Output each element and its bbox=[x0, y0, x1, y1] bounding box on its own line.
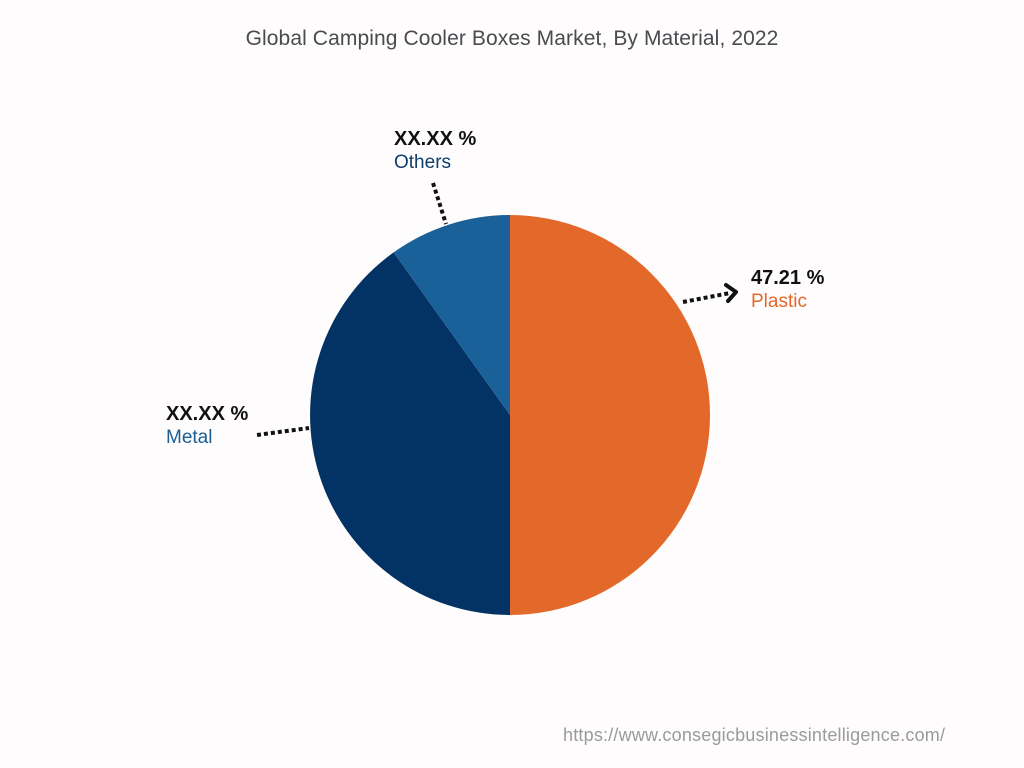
leader-line-plastic bbox=[682, 291, 731, 304]
callout-others: XX.XX % Others bbox=[394, 127, 476, 175]
callout-plastic: 47.21 % Plastic bbox=[751, 266, 824, 314]
arrowhead-icon bbox=[724, 283, 738, 303]
pie-slice-plastic[interactable] bbox=[510, 215, 710, 615]
leader-line-metal bbox=[256, 426, 310, 437]
source-url-link[interactable]: https://www.consegicbusinessintelligence… bbox=[563, 725, 946, 745]
pie-slice-metal[interactable] bbox=[310, 252, 510, 615]
callout-plastic-value: 47.21 % bbox=[751, 267, 825, 289]
pie-slice-others[interactable] bbox=[393, 215, 510, 415]
callout-metal-name: Metal bbox=[166, 427, 213, 448]
callout-metal-value: XX.XX % bbox=[166, 403, 249, 425]
callout-metal: XX.XX % Metal bbox=[166, 402, 248, 450]
chart-title: Global Camping Cooler Boxes Market, By M… bbox=[245, 27, 779, 50]
callout-plastic-name: Plastic bbox=[751, 291, 807, 312]
callout-others-name: Others bbox=[394, 152, 452, 173]
leader-line-others bbox=[431, 182, 448, 225]
callout-others-value: XX.XX % bbox=[394, 128, 477, 150]
